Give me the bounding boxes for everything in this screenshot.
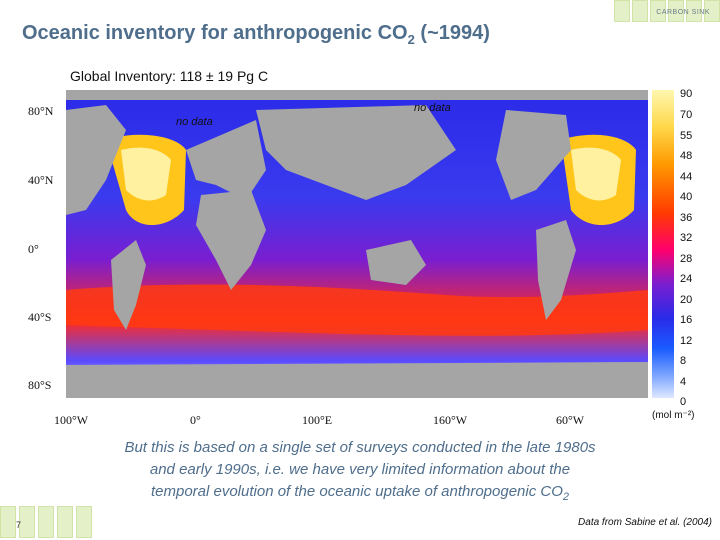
colorbar-tick: 0 <box>680 396 687 408</box>
antarctica <box>66 362 648 398</box>
colorbar-tick: 4 <box>680 376 687 388</box>
map-graphic <box>66 90 648 398</box>
section-label: CARBON SINK <box>656 9 710 16</box>
north-atlantic-peak-right <box>571 147 621 201</box>
asia <box>256 105 456 200</box>
colorbar-tick: 90 <box>680 88 693 100</box>
lat-label-40n: 40°N <box>28 173 54 187</box>
title-text: Oceanic inventory for anthropogenic CO <box>22 22 408 44</box>
north-america-west <box>66 105 126 215</box>
header-decoration <box>614 0 720 22</box>
lon-label-0: 0° <box>190 413 201 427</box>
caption-line-2: and early 1990s, i.e. we have very limit… <box>149 461 571 478</box>
caption-line-1: But this is based on a single set of sur… <box>124 439 596 456</box>
lon-label-100w: 100°W <box>54 413 89 427</box>
lat-label-0: 0° <box>28 242 39 256</box>
caption-line-3-text: temporal evolution of the oceanic uptake… <box>150 483 563 500</box>
inventory-subtitle: Global Inventory: 118 ± 19 Pg C <box>70 68 269 84</box>
page-title: Oceanic inventory for anthropogenic CO2 … <box>22 22 490 47</box>
lon-label-100e: 100°E <box>302 413 333 427</box>
arctic-gap <box>66 90 648 100</box>
north-atlantic-peak-left <box>121 147 171 201</box>
africa <box>196 190 266 290</box>
australia <box>366 240 426 285</box>
caption-line-3: temporal evolution of the oceanic uptake… <box>70 481 650 508</box>
europe <box>186 120 266 200</box>
south-america <box>111 240 146 330</box>
caption-subscript: 2 <box>562 491 570 503</box>
lon-label-60w: 60°W <box>556 413 585 427</box>
no-data-label-atlantic: no data <box>176 116 213 128</box>
colorbar-tick: 28 <box>680 253 693 265</box>
colorbar-tick: 12 <box>680 335 693 347</box>
colorbar-tick: 24 <box>680 273 693 285</box>
colorbar-tick: 32 <box>680 232 693 244</box>
colorbar <box>652 90 674 398</box>
footer-decoration <box>0 506 92 538</box>
caption: But this is based on a single set of sur… <box>70 437 650 508</box>
lon-label-160w: 160°W <box>433 413 468 427</box>
colorbar-tick: 16 <box>680 314 693 326</box>
title-subscript: 2 <box>407 32 415 47</box>
colorbar-tick: 20 <box>680 294 693 306</box>
lat-label-80s: 80°S <box>28 378 52 392</box>
north-america <box>496 110 571 200</box>
colorbar-tick: 70 <box>680 109 693 121</box>
data-credit: Data from Sabine et al. (2004) <box>578 517 712 528</box>
colorbar-unit: (mol m⁻²) <box>652 410 695 421</box>
colorbar-tick: 55 <box>680 130 693 142</box>
south-america-right <box>536 220 576 320</box>
colorbar-tick: 36 <box>680 212 693 224</box>
southern-ocean-band <box>66 284 648 336</box>
lat-label-40s: 40°S <box>28 310 52 324</box>
ocean-inventory-map: no data no data <box>66 90 648 398</box>
colorbar-tick: 8 <box>680 355 687 367</box>
title-tail: (~1994) <box>414 22 490 44</box>
colorbar-tick: 48 <box>680 150 693 162</box>
colorbar-tick: 40 <box>680 191 693 203</box>
no-data-label-arctic: no data <box>414 102 451 114</box>
page-number: 7 <box>16 520 22 530</box>
colorbar-tick: 44 <box>680 171 693 183</box>
lat-label-80n: 80°N <box>28 104 54 118</box>
